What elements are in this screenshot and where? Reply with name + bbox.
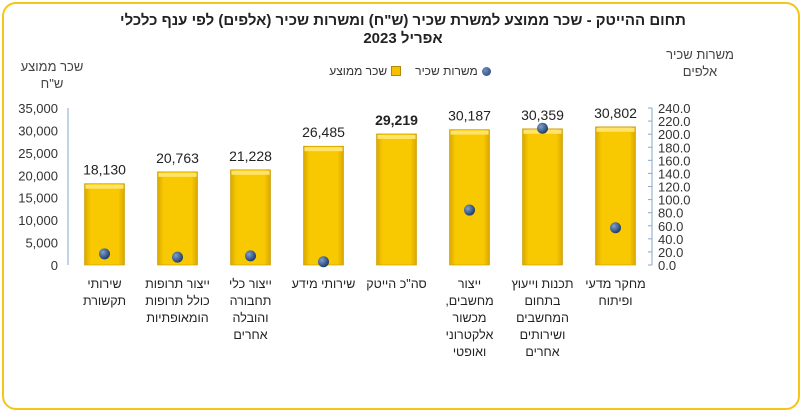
bar-value-label: 18,130	[83, 162, 126, 178]
legend-label: משרות שכיר	[415, 64, 478, 78]
bar	[303, 145, 344, 266]
category-label: ייצור כלי תחבורה והובלה אחרים	[229, 277, 272, 342]
bar	[376, 133, 417, 266]
right-tick-label: 80.0	[658, 206, 683, 221]
bar-highlight	[85, 184, 124, 189]
bar-value-label: 30,359	[521, 107, 564, 123]
right-tick-label: 60.0	[658, 219, 683, 234]
left-tick-label: 30,000	[18, 123, 58, 138]
left-axis-title: שכר ממוצע ש"ח	[20, 59, 84, 91]
left-tick-label: 25,000	[18, 146, 58, 161]
bar-highlight	[596, 127, 635, 132]
category-label: מחקר מדעי ופיתוח	[585, 277, 646, 308]
bar-value-label: 29,219	[375, 112, 418, 128]
jobs-dot	[99, 248, 110, 260]
right-tick-label: 100.0	[658, 193, 691, 208]
jobs-dot	[318, 256, 329, 268]
right-tick-label: 180.0	[658, 140, 691, 155]
left-tick-label: 0	[51, 258, 58, 273]
right-axis-title: משרות שכיר אלפים	[666, 47, 734, 79]
category-label: תכנות וייעוץ בתחום המחשבים ושירותים אחרי…	[511, 277, 574, 359]
category-label: ייצור תרופות כולל תרופות הומאופתיות	[145, 277, 210, 325]
jobs-dot	[610, 222, 621, 234]
category-label: ייצור מחשבים, מכשור אלקטרוני ואופטי	[445, 277, 494, 359]
bar-value-label: 30,187	[448, 108, 491, 124]
title-text: תחום ההייטק - שכר ממוצע למשרת שכיר (ש"ח)…	[120, 12, 686, 29]
left-tick-label: 15,000	[18, 191, 58, 206]
legend-item-jobs: משרות שכיר	[415, 64, 491, 78]
bar-value-label: 20,763	[156, 150, 199, 166]
bar	[230, 169, 271, 266]
bar-value-label: 26,485	[302, 124, 345, 140]
right-tick-label: 120.0	[658, 180, 691, 195]
jobs-dot	[245, 250, 256, 262]
category-label: שירותי תקשורת	[82, 277, 127, 308]
left-tick-label: 10,000	[18, 213, 58, 228]
left-tick-label: 35,000	[18, 101, 58, 116]
subtitle-text: אפריל 2023	[363, 30, 443, 47]
legend-label: שכר ממוצע	[329, 64, 388, 78]
category-label: שירותי מידע	[291, 277, 356, 291]
legend: משרות שכיר שכר ממוצע	[300, 64, 520, 78]
chart-title: תחום ההייטק - שכר ממוצע למשרת שכיר (ש"ח)…	[0, 12, 806, 48]
jobs-dot	[464, 204, 475, 216]
right-tick-label: 240.0	[658, 101, 691, 116]
bar-highlight	[158, 172, 197, 177]
bar	[449, 129, 490, 266]
bar-highlight	[304, 147, 343, 152]
bar	[157, 171, 198, 266]
jobs-dot	[537, 122, 548, 134]
bar-highlight	[377, 134, 416, 139]
dot-marker-icon	[481, 66, 491, 76]
right-tick-label: 200.0	[658, 127, 691, 142]
right-tick-label: 20.0	[658, 245, 683, 260]
bar	[595, 126, 636, 266]
bar-value-label: 30,802	[594, 105, 637, 121]
right-tick-label: 220.0	[658, 114, 691, 129]
left-tick-label: 20,000	[18, 168, 58, 183]
right-tick-label: 160.0	[658, 153, 691, 168]
bar-highlight	[450, 130, 489, 135]
square-marker-icon	[391, 66, 402, 76]
legend-item-wage: שכר ממוצע	[329, 64, 402, 78]
bar-value-label: 21,228	[229, 148, 272, 164]
jobs-dot	[172, 251, 183, 263]
chart-frame	[2, 2, 800, 410]
bar	[522, 128, 563, 266]
bar-highlight	[231, 170, 270, 175]
right-tick-label: 140.0	[658, 166, 691, 181]
left-tick-label: 5,000	[25, 236, 58, 251]
right-tick-label: 0.0	[658, 258, 676, 273]
right-tick-label: 40.0	[658, 232, 683, 247]
category-label: סה"כ הייטק	[366, 277, 427, 291]
